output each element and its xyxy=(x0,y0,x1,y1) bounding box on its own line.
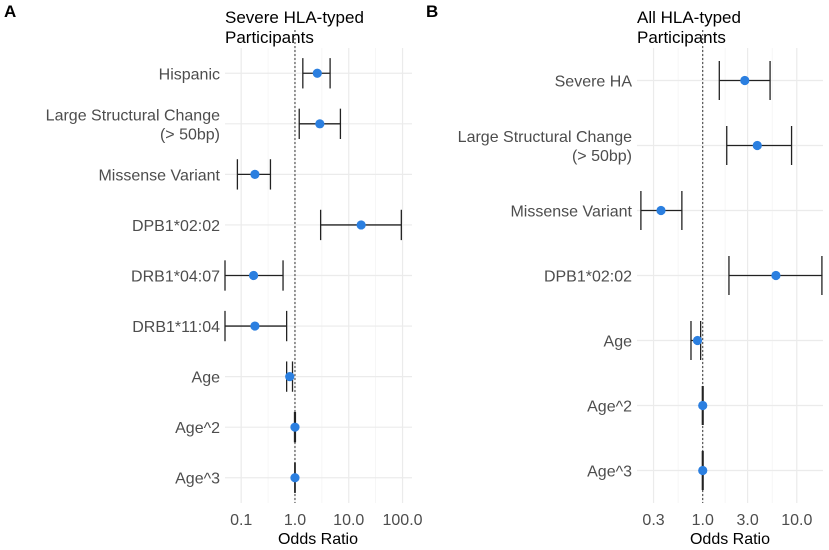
panel-b-row-label: DPB1*02:02 xyxy=(544,269,632,286)
panel-b-odds-ratio-point xyxy=(771,270,781,281)
panel-b: B All HLA-typed Participants Odds Ratio … xyxy=(426,2,823,548)
panel-b-row-label: Large Structural Change xyxy=(458,129,632,146)
panel-a-row-label: DRB1*04:07 xyxy=(131,269,220,286)
panel-a-row-label: DRB1*11:04 xyxy=(132,319,220,336)
panel-a-x-tick-label: 1.0 xyxy=(284,512,306,529)
panel-b-row-label: Age xyxy=(604,334,633,351)
panel-b-odds-ratio-point xyxy=(698,400,708,411)
panel-a-x-tick-label: 100.0 xyxy=(383,512,423,529)
panel-a-row-label: Large Structural Change xyxy=(46,107,220,124)
panel-b-x-tick-label: 1.0 xyxy=(692,512,714,529)
panel-a-odds-ratio-point xyxy=(356,220,366,230)
panel-b-letter: B xyxy=(426,2,438,21)
panel-a-odds-ratio-point xyxy=(250,169,260,179)
panel-a-row-label: DPB1*02:02 xyxy=(132,218,220,235)
panel-a-title-line-1: Severe HLA-typed xyxy=(225,8,364,27)
panel-b-odds-ratio-point xyxy=(740,75,750,86)
panel-a-odds-ratio-point xyxy=(290,473,300,483)
panel-a-row-label: (> 50bp) xyxy=(160,126,220,143)
panel-b-title-line-1: All HLA-typed xyxy=(637,8,741,27)
panel-a-x-tick-label: 10.0 xyxy=(333,512,364,529)
panel-a-x-axis-label: Odds Ratio xyxy=(278,531,358,548)
panel-b-x-axis-label: Odds Ratio xyxy=(690,531,770,548)
panel-a-odds-ratio-point xyxy=(250,321,260,331)
panel-b-row-label: Age^3 xyxy=(587,464,632,481)
panel-b-x-tick-label: 3.0 xyxy=(736,512,758,529)
panel-a-odds-ratio-point xyxy=(248,270,259,281)
panel-a-row-label: Hispanic xyxy=(159,66,220,83)
panel-b-odds-ratio-point xyxy=(656,205,666,216)
panel-a-odds-ratio-point xyxy=(312,68,322,78)
panel-b-row-label: Severe HA xyxy=(555,74,633,91)
panel-b-odds-ratio-point xyxy=(692,335,703,346)
panel-b-row-label: Age^2 xyxy=(587,399,632,416)
panel-a: A Severe HLA-typed Participants Odds Rat… xyxy=(4,2,423,548)
panel-b-x-tick-label: 0.3 xyxy=(642,512,664,529)
panel-b-odds-ratio-point xyxy=(698,465,708,476)
panel-b-odds-ratio-point xyxy=(752,140,762,151)
panel-a-row-label: Age xyxy=(192,370,221,387)
panel-b-row-label: Missense Variant xyxy=(510,204,632,221)
panel-a-odds-ratio-point xyxy=(290,422,300,432)
panel-a-odds-ratio-point xyxy=(285,372,295,382)
panel-a-odds-ratio-point xyxy=(315,119,325,129)
panel-a-x-tick-label: 0.1 xyxy=(230,512,252,529)
panel-a-row-label: Age^2 xyxy=(175,420,220,437)
panel-a-title-line-2: Participants xyxy=(225,28,314,47)
panel-b-title-line-2: Participants xyxy=(637,28,726,47)
panel-b-row-label: (> 50bp) xyxy=(572,148,632,165)
panel-a-row-label: Missense Variant xyxy=(98,167,220,184)
panel-a-letter: A xyxy=(4,2,16,21)
panel-a-row-label: Age^3 xyxy=(175,471,220,488)
panel-b-x-tick-label: 10.0 xyxy=(781,512,812,529)
